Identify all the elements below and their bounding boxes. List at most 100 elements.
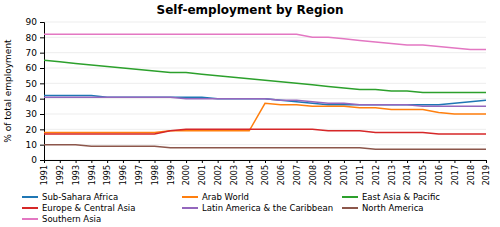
grid-line [44,37,486,38]
tick-mark [40,53,44,54]
tick-mark [376,160,377,163]
x-axis: 1991199219931994199519961997199819992000… [40,160,491,185]
legend-item: East Asia & Pacific [342,192,440,202]
tick-mark [170,160,171,163]
tick: 40 [26,94,44,104]
tick-label: 2013 [388,165,397,185]
y-axis-title: % of total employment [3,39,13,143]
tick-mark [344,160,345,163]
tick: 2001 [198,160,207,185]
legend-item: Sub-Sahara Africa [22,192,118,202]
tick: 2003 [230,160,239,185]
tick: 0 [31,155,44,165]
tick: 2018 [467,160,476,185]
tick-label: 1998 [151,165,160,185]
series-line [44,129,486,134]
tick-label: 1999 [167,165,176,185]
legend-label: East Asia & Pacific [362,192,440,202]
tick-label: 1997 [135,165,144,185]
tick-label: 2019 [482,165,491,185]
tick-label: 2007 [293,165,302,185]
tick: 1996 [119,160,128,185]
tick: 1997 [135,160,144,185]
tick: 2015 [419,160,428,185]
tick-label: 40 [26,94,38,104]
tick-mark [40,37,44,38]
legend-item: Southern Asia [22,214,101,224]
series-line [44,60,486,92]
tick-mark [202,160,203,163]
tick: 2000 [182,160,191,185]
tick-mark [40,83,44,84]
legend-swatch [22,207,38,209]
tick-mark [423,160,424,163]
tick-label: 2018 [467,165,476,185]
grid-line [44,52,486,53]
tick-label: 50 [26,79,38,89]
legend-swatch [22,218,38,220]
axis-line [40,23,45,161]
tick: 2006 [277,160,286,185]
legend-swatch [342,207,358,209]
tick-label: 2002 [214,165,223,185]
tick: 2014 [403,160,412,185]
tick-label: 1992 [56,165,65,185]
tick-label: 90 [26,17,38,27]
tick-mark [233,160,234,163]
tick-label: 2003 [230,165,239,185]
tick-mark [439,160,440,163]
tick-mark [155,160,156,163]
legend-item: Arab World [182,192,249,202]
grid-line [44,114,486,115]
tick-label: 2014 [403,165,412,185]
tick-label: 2008 [309,165,318,185]
tick: 2019 [482,160,491,185]
tick-label: 2016 [435,165,444,185]
legend-label: Arab World [202,192,249,202]
grid-line [44,144,486,145]
series-line [44,97,486,106]
axis-line [45,161,487,164]
tick-label: 2001 [198,165,207,185]
tick-mark [281,160,282,163]
tick: 60 [26,63,44,73]
tick: 2008 [309,160,318,185]
tick-label: 1996 [119,165,128,185]
tick-label: 2006 [277,165,286,185]
tick-mark [407,160,408,163]
tick: 2009 [324,160,333,185]
tick: 1992 [56,160,65,185]
series-line [44,103,486,132]
tick: 2016 [435,160,444,185]
series-line [44,145,486,150]
tick-mark [76,160,77,163]
tick-label: 80 [26,33,38,43]
tick-mark [44,160,45,163]
legend-item: Europe & Central Asia [22,203,135,213]
plot: 0102030405060708090199119921993199419951… [26,17,492,185]
tick-label: 10 [26,140,38,150]
tick: 2007 [293,160,302,185]
tick-label: 2000 [182,165,191,185]
tick-label: 1995 [103,165,112,185]
tick: 1995 [103,160,112,185]
legend-swatch [22,196,38,198]
tick-mark [40,68,44,69]
grid-line [44,68,486,69]
tick: 80 [26,33,44,43]
tick-mark [360,160,361,163]
tick-mark [40,160,44,161]
tick-label: 60 [26,63,38,73]
tick: 90 [26,17,44,27]
tick-mark [470,160,471,163]
tick-mark [297,160,298,163]
tick: 50 [26,79,44,89]
tick: 2013 [388,160,397,185]
tick: 70 [26,48,44,58]
legend-label: Latin America & the Caribbean [202,203,333,213]
series-line [44,34,486,49]
tick: 1994 [88,160,97,185]
tick: 2011 [356,160,365,185]
tick-mark [91,160,92,163]
tick-label: 1991 [40,165,49,185]
